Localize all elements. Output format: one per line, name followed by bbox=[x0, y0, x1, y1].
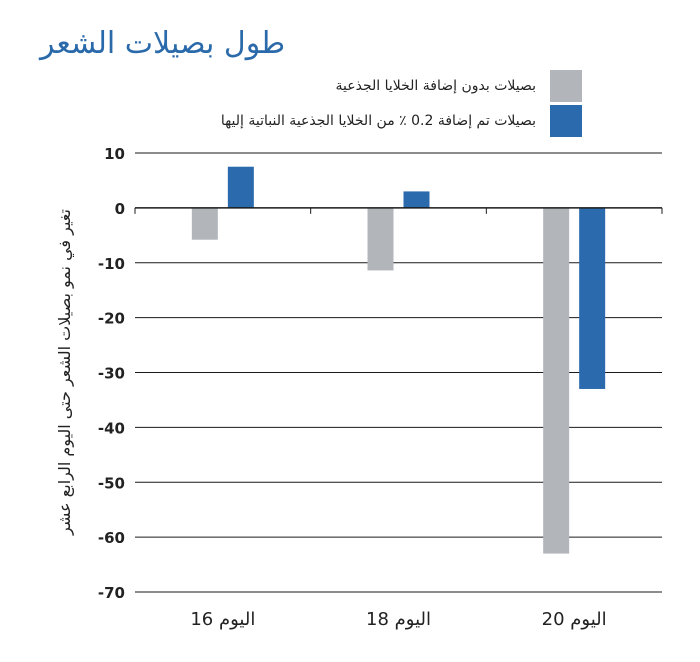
bar bbox=[191, 207, 218, 240]
y-tick-label: -10 bbox=[98, 255, 125, 273]
legend-item-stem-cells: بصيلات تم إضافة 0.2 ٪ من الخلايا الجذعية… bbox=[221, 105, 582, 137]
y-tick-label: -50 bbox=[98, 474, 125, 492]
bar bbox=[367, 207, 394, 271]
y-tick-label: -20 bbox=[98, 310, 125, 328]
chart-title: طول بصيلات الشعر bbox=[40, 26, 286, 61]
y-tick-label: -30 bbox=[98, 365, 125, 383]
y-axis-title: تغير في نمو بصيلات الشعر حتى اليوم الراب… bbox=[55, 209, 75, 536]
y-tick-labels: 10 0 -10 -20 -30 -40 -50 -60 -70 bbox=[98, 145, 125, 602]
legend-label-no-stem-cells: بصيلات بدون إضافة الخلايا الجذعية bbox=[335, 78, 536, 94]
legend-label-stem-cells: بصيلات تم إضافة 0.2 ٪ من الخلايا الجذعية… bbox=[220, 113, 536, 129]
y-tick-label: -40 bbox=[98, 419, 125, 437]
y-tick-label: 10 bbox=[104, 145, 125, 163]
y-tick-label: -60 bbox=[98, 529, 125, 547]
bars bbox=[191, 166, 606, 554]
x-tick-label: اليوم 16 bbox=[190, 609, 255, 630]
bar bbox=[227, 166, 254, 208]
bar bbox=[579, 207, 606, 389]
x-tick-label: اليوم 18 bbox=[366, 609, 431, 630]
bar bbox=[543, 207, 570, 554]
y-tick-label: 0 bbox=[115, 200, 125, 218]
y-tick-label: -70 bbox=[98, 584, 125, 602]
bar bbox=[403, 191, 430, 208]
x-tick-labels: اليوم 16 اليوم 18 اليوم 20 bbox=[190, 609, 606, 630]
legend-swatch-gray bbox=[550, 70, 582, 102]
axes bbox=[134, 207, 663, 593]
legend-swatch-blue bbox=[550, 105, 582, 137]
legend-item-no-stem-cells: بصيلات بدون إضافة الخلايا الجذعية bbox=[336, 70, 582, 102]
x-tick-label: اليوم 20 bbox=[542, 609, 607, 630]
